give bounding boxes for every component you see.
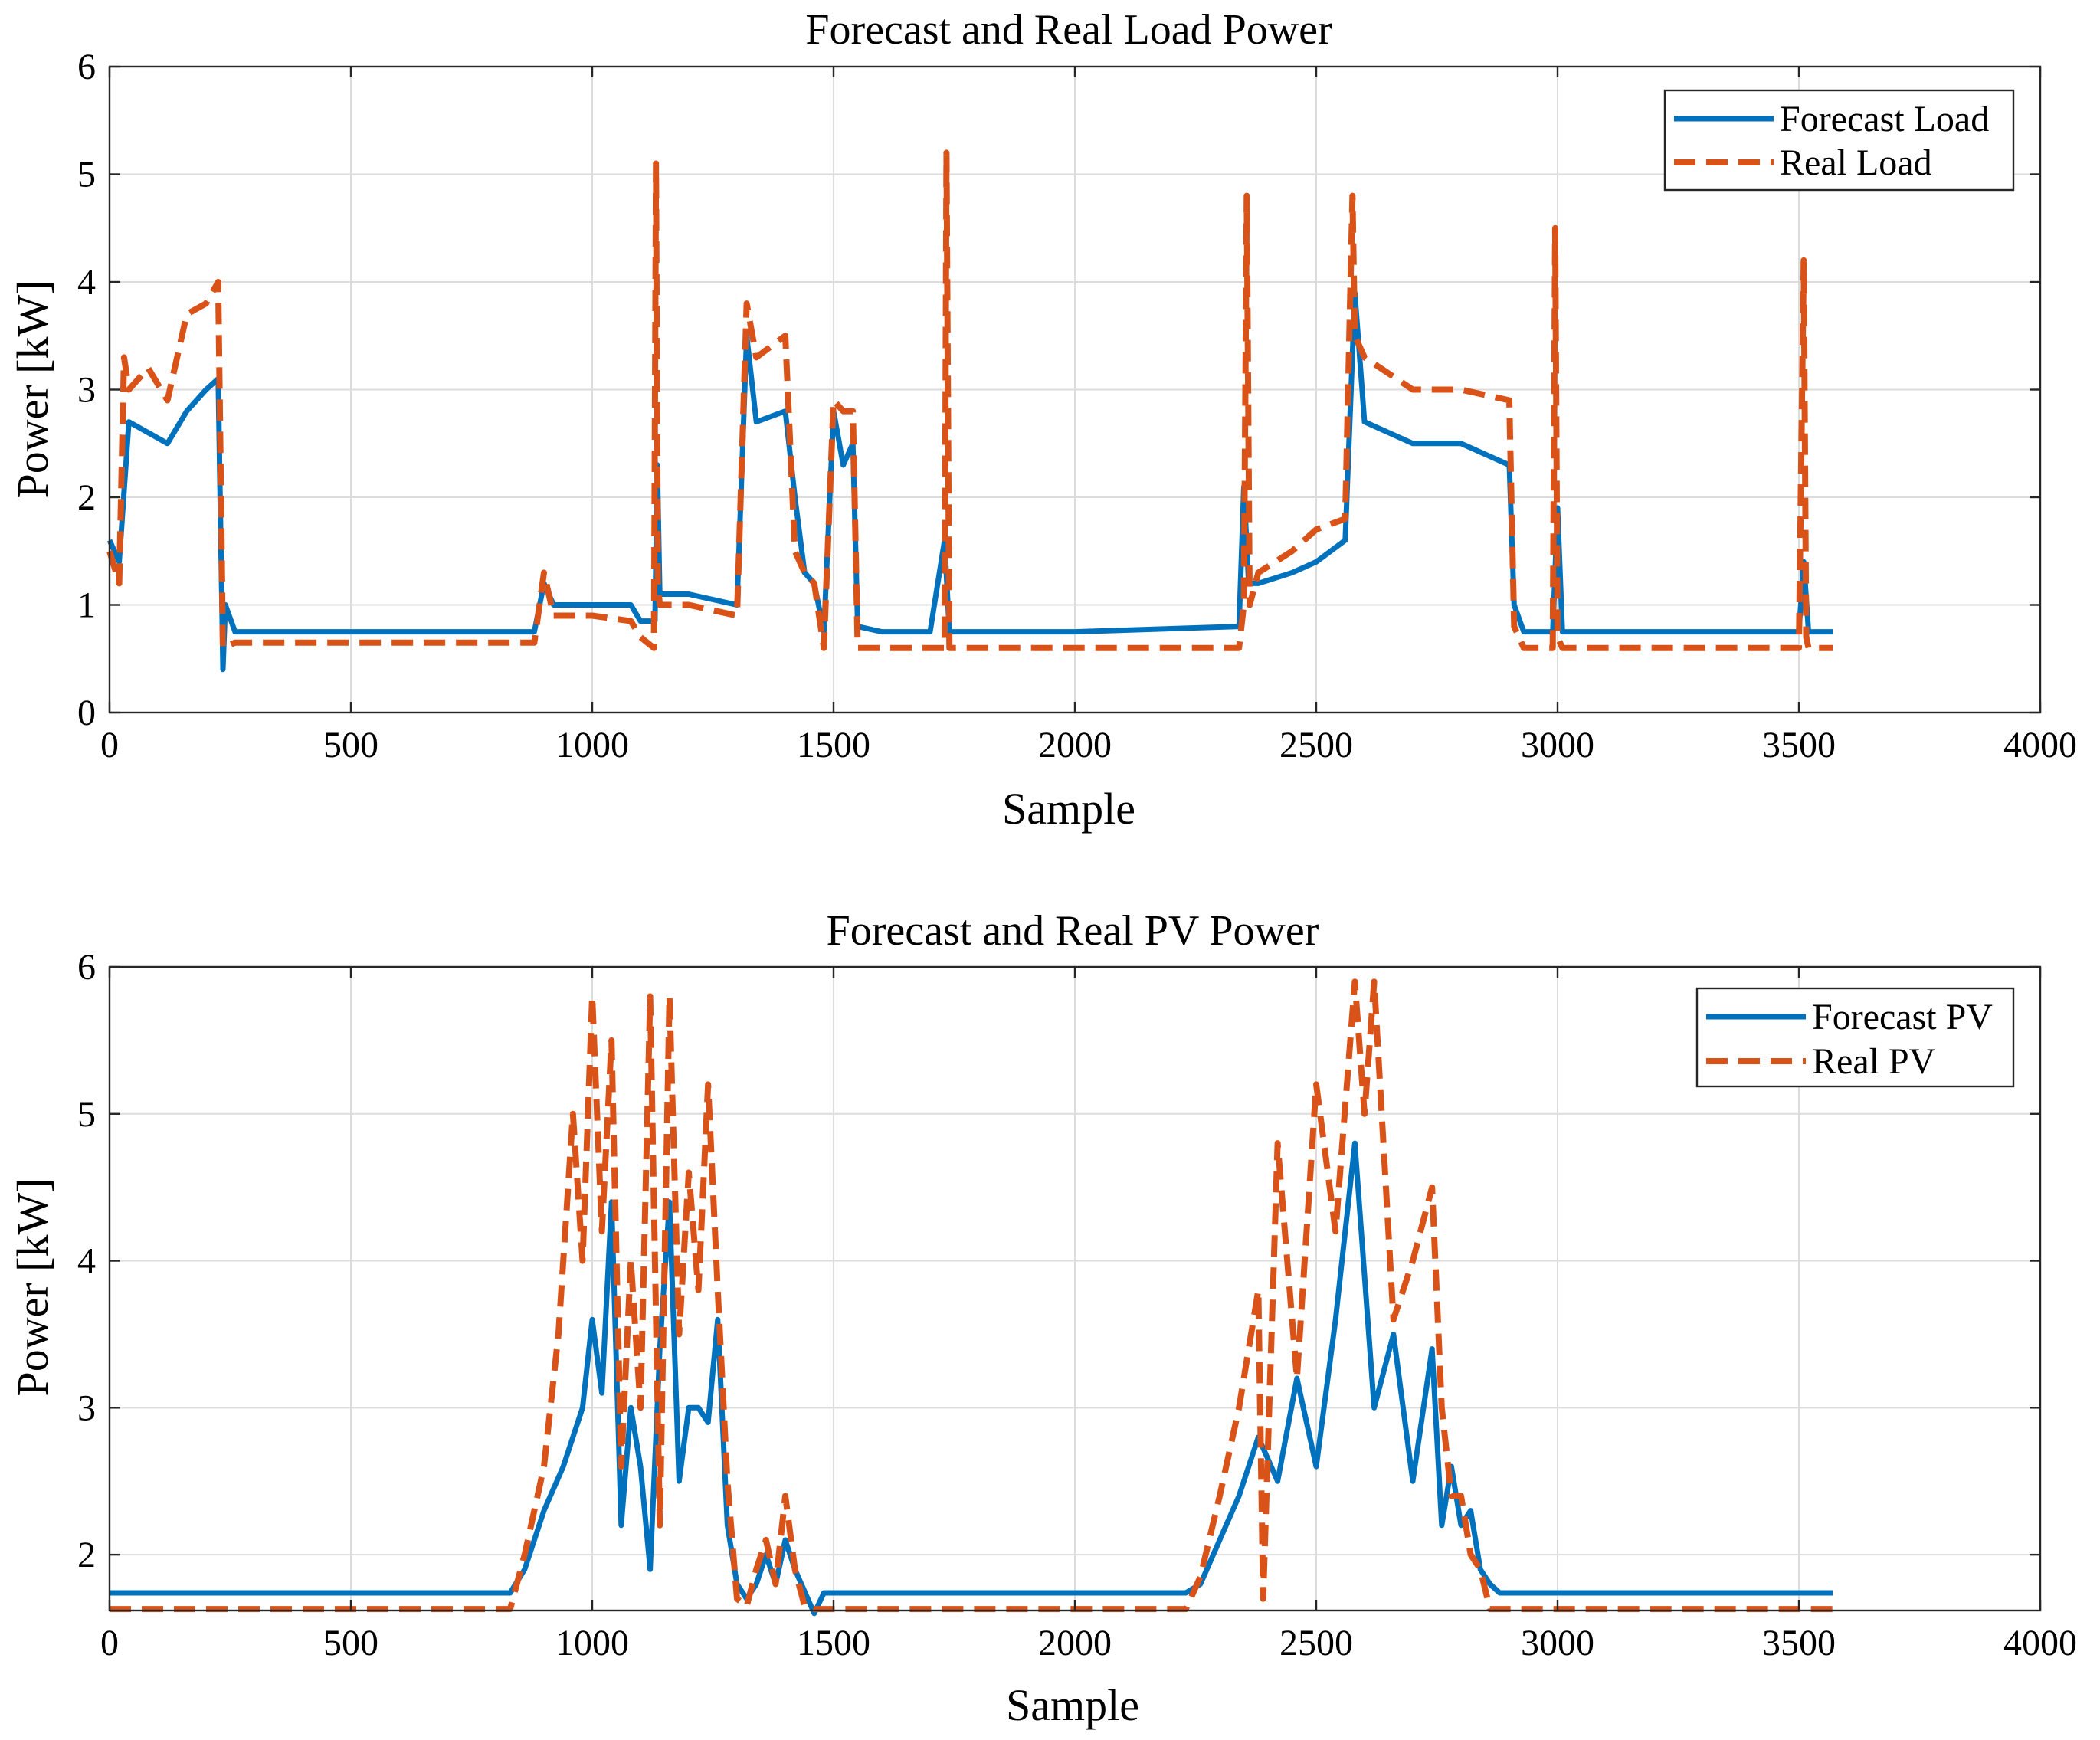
y-axis-label: Power [kW]	[8, 1178, 57, 1396]
x-tick-label: 2500	[1279, 1623, 1353, 1663]
y-tick-label: 6	[77, 947, 96, 988]
y-tick-label: 3	[77, 1388, 96, 1428]
series-line-forecast-pv	[110, 1140, 1833, 1617]
x-tick-label: 500	[323, 1623, 378, 1663]
y-tick-label: 5	[77, 1094, 96, 1135]
legend: Forecast PV Real PV	[1695, 987, 2015, 1088]
x-tick-label: 1500	[797, 1623, 870, 1663]
y-tick-label: 5	[77, 155, 96, 195]
x-tick-label: 0	[100, 725, 119, 765]
legend-box	[1663, 89, 2015, 192]
x-axis-label: Sample	[1002, 784, 1135, 834]
y-tick-label: 0	[77, 693, 96, 733]
series-line-forecast-load	[106, 290, 1833, 673]
pv-power-chart: Forecast and Real PV Power 0 500 1000 1500 2…	[8, 907, 2077, 1730]
x-tick-label: 3000	[1521, 1623, 1594, 1663]
legend: Forecast Load Real Load	[1663, 89, 2015, 192]
series-line-real-pv	[110, 978, 1833, 1613]
x-tick-label: 3500	[1762, 725, 1836, 765]
legend-label-real-pv: Real PV	[1812, 1041, 1936, 1082]
legend-box	[1695, 987, 2015, 1088]
x-tick-label: 1000	[555, 1623, 629, 1663]
x-tick-label: 2000	[1038, 725, 1112, 765]
y-tick-label: 4	[77, 262, 96, 303]
y-tick-label: 2	[77, 477, 96, 518]
x-tick-label: 2500	[1279, 725, 1353, 765]
y-tick-label: 3	[77, 370, 96, 411]
x-tick-label: 500	[323, 725, 378, 765]
load-power-chart: Forecast and Real Load Power 0 500 1000 150…	[8, 6, 2077, 834]
x-tick-label: 3500	[1762, 1623, 1836, 1663]
chart-title: Forecast and Real Load Power	[805, 6, 1332, 54]
chart-title: Forecast and Real PV Power	[827, 907, 1319, 955]
x-tick-label: 4000	[2003, 1623, 2077, 1663]
x-tick-label: 0	[100, 1623, 119, 1663]
legend-label-forecast-load: Forecast Load	[1780, 99, 1989, 139]
x-tick-label: 4000	[2003, 725, 2077, 765]
x-tick-label: 1500	[797, 725, 870, 765]
legend-label-forecast-pv: Forecast PV	[1812, 997, 1993, 1037]
legend-label-real-load: Real Load	[1780, 143, 1932, 183]
y-tick-label: 4	[77, 1241, 96, 1282]
y-tick-label: 6	[77, 47, 96, 87]
y-tick-label: 2	[77, 1535, 96, 1575]
y-tick-label: 1	[77, 585, 96, 626]
x-tick-label: 3000	[1521, 725, 1594, 765]
x-axis-label: Sample	[1006, 1680, 1139, 1730]
x-tick-label: 1000	[555, 725, 629, 765]
x-tick-label: 2000	[1038, 1623, 1112, 1663]
y-axis-label: Power [kW]	[8, 280, 57, 498]
series-line-real-load	[106, 149, 1833, 651]
